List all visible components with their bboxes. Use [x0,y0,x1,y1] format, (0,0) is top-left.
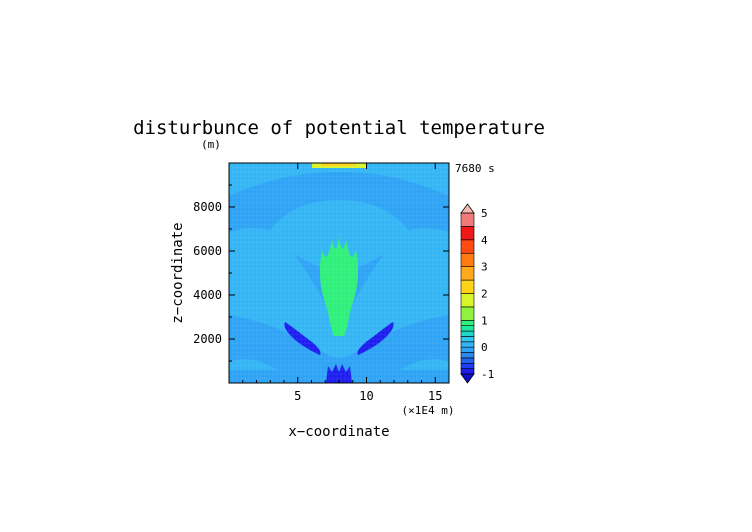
colorbar-tick-label: 3 [481,261,488,274]
colorbar-level [460,325,475,332]
field-grid-texture [229,163,449,383]
x-tick-label: 5 [294,389,301,403]
chart-title: disturbunce of potential temperature [133,117,545,139]
colorbar-level [460,266,475,281]
colorbar-level [460,330,475,337]
y-axis-label: z−coordinate [170,222,186,323]
x-tick-label: 15 [428,389,442,403]
field-arch-interior [268,200,410,270]
y-tick-label: 4000 [193,288,222,302]
field-lower-band [229,315,449,378]
colorbar-level [460,239,475,254]
colorbar-level [460,306,475,321]
colorbar-level [460,368,475,375]
colorbar-tick-label: 5 [481,207,488,220]
x-axis: 5 10 15 [242,163,442,403]
colorbar-level [460,279,475,294]
colorbar-under-triangle [460,373,475,384]
colorbar-level [460,357,475,364]
y-axis: 2000 4000 6000 8000 [193,184,449,362]
colorbar-over-triangle [460,203,475,214]
colorbar-level [460,362,475,369]
colorbar-tick-label: 0 [481,341,488,354]
colorbar-level [460,320,475,327]
y-tick-label: 2000 [193,332,222,346]
field-left-wing-minimum [284,322,321,355]
x-unit-label: (×1E4 m) [402,404,455,417]
y-unit-label: (m) [201,138,221,151]
colorbar-level [460,252,475,267]
field-top-maximum-core [322,163,356,166]
colorbar-level [460,226,475,241]
colorbar-level [460,346,475,353]
colorbar-level [460,341,475,348]
field-central-plume [319,236,359,336]
time-label: 7680 s [455,162,495,175]
colorbar-tick-label: 1 [481,314,488,327]
x-tick-label: 10 [359,389,373,403]
y-tick-label: 8000 [193,200,222,214]
colorbar-tick-label: 2 [481,288,488,301]
colorbar-tick-label: -1 [481,368,494,381]
x-axis-label: x−coordinate [288,424,389,440]
colorbar-level [460,212,475,227]
field-right-wing-minimum [357,322,394,355]
field-surface-minimum [326,364,352,383]
colorbar-tick-label: 4 [481,234,488,247]
plot-area [229,163,449,383]
colorbar: -1 0 1 2 3 4 5 [460,203,494,384]
colorbar-level [460,336,475,343]
colorbar-level [460,352,475,359]
y-tick-label: 6000 [193,244,222,258]
colorbar-level [460,293,475,308]
